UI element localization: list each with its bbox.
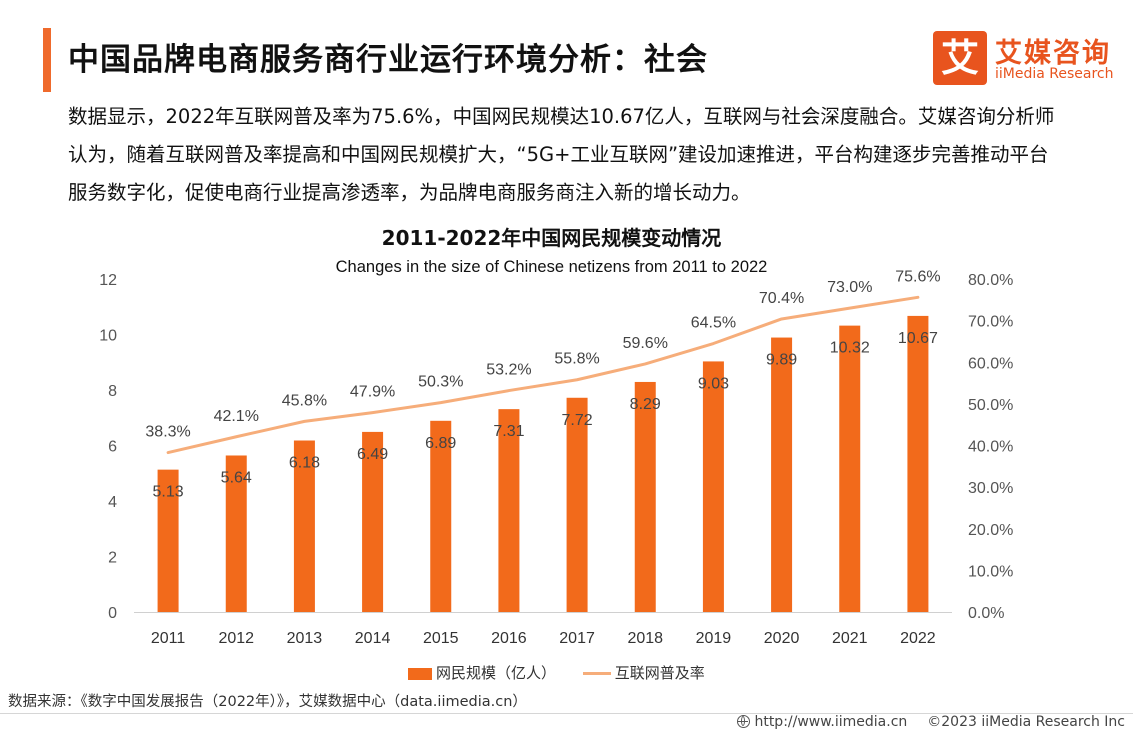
x-tick-label: 2017 (559, 630, 595, 647)
bar-data-label: 10.32 (830, 340, 870, 357)
bar (362, 431, 384, 612)
line-data-label: 42.1% (214, 408, 259, 425)
x-tick-label: 2014 (355, 630, 391, 647)
y-left-tick-label: 2 (108, 550, 117, 567)
y-left-tick-label: 6 (108, 439, 117, 456)
x-tick-label: 2018 (627, 630, 663, 647)
y-right-tick-label: 60.0% (968, 355, 1013, 372)
legend-line-label: 互联网普及率 (614, 664, 705, 682)
bar (771, 337, 793, 612)
line-data-label: 53.2% (486, 362, 531, 379)
line-data-label: 59.6% (623, 335, 668, 352)
bar-data-label: 7.72 (562, 412, 593, 429)
footer-url[interactable]: http://www.iimedia.cn (754, 714, 908, 730)
footer: http://www.iimedia.cn ©2023 iiMedia Resea… (717, 714, 1125, 730)
y-right-tick-label: 70.0% (968, 314, 1013, 331)
bar (225, 455, 247, 612)
bar (634, 381, 656, 612)
chart-legend: 网民规模（亿人） 互联网普及率 (408, 662, 727, 684)
bar (907, 315, 929, 612)
x-tick-label: 2022 (900, 630, 936, 647)
y-right-tick-label: 20.0% (968, 522, 1013, 539)
bar-data-label: 10.67 (898, 330, 938, 347)
y-right-tick-label: 30.0% (968, 480, 1013, 497)
bar-data-label: 8.29 (630, 396, 661, 413)
data-source: 数据来源：《数字中国发展报告（2022年）》，艾媒数据中心（data.iimed… (8, 694, 527, 710)
y-left-tick-label: 8 (108, 383, 117, 400)
y-right-tick-label: 40.0% (968, 439, 1013, 456)
legend-bar-swatch (408, 667, 432, 680)
y-left-tick-label: 4 (108, 494, 117, 511)
bar (293, 440, 315, 612)
bar (839, 325, 861, 612)
x-tick-label: 2012 (218, 630, 254, 647)
bar-data-label: 6.18 (289, 455, 320, 472)
legend-line-swatch (582, 672, 611, 675)
line-data-label: 64.5% (691, 315, 736, 332)
footer-copyright: ©2023 iiMedia Research Inc (927, 714, 1125, 730)
x-tick-label: 2020 (764, 630, 800, 647)
bar-data-label: 5.13 (153, 484, 184, 501)
line-data-label: 50.3% (418, 374, 463, 391)
penetration-rate-line (166, 295, 920, 455)
y-right-tick-label: 50.0% (968, 397, 1013, 414)
logo-en-text: iiMedia Research (995, 66, 1114, 82)
bar-data-label: 9.89 (766, 352, 797, 369)
x-tick-label: 2011 (151, 630, 186, 647)
bar (498, 409, 520, 612)
line-data-label: 47.9% (350, 384, 395, 401)
logo-cn-text: 艾媒咨询 (995, 38, 1111, 69)
intro-paragraph: 数据显示，2022年互联网普及率为75.6%，中国网民规模达10.67亿人，互联… (68, 105, 1055, 204)
line-data-label: 55.8% (554, 351, 599, 368)
line-data-label: 45.8% (282, 392, 327, 409)
legend-item-bar: 网民规模（亿人） (408, 662, 556, 683)
bar (157, 469, 179, 612)
y-right-tick-label: 0.0% (968, 605, 1004, 622)
y-right-tick-label: 10.0% (968, 563, 1013, 580)
legend-item-line: 互联网普及率 (582, 662, 705, 683)
line-data-label: 38.3% (145, 424, 190, 441)
legend-bar-label: 网民规模（亿人） (436, 664, 557, 682)
bar (566, 397, 588, 612)
x-tick-label: 2013 (287, 630, 323, 647)
line-data-label: 73.0% (827, 279, 872, 296)
line-data-label: 70.4% (759, 290, 804, 307)
chart-subtitle: Changes in the size of Chinese netizens … (335, 258, 768, 276)
bar-data-label: 6.89 (425, 435, 456, 452)
globe-icon (737, 715, 751, 728)
x-tick-label: 2021 (832, 630, 868, 647)
bar-data-label: 7.31 (493, 423, 524, 440)
chart-title: 2011-2022年中国网民规模变动情况 (381, 226, 722, 250)
bar-data-label: 9.03 (698, 375, 729, 392)
bar (702, 361, 724, 612)
x-tick-label: 2015 (423, 630, 459, 647)
bar-data-label: 5.64 (221, 469, 252, 486)
x-tick-label: 2016 (491, 630, 527, 647)
y-left-tick-label: 12 (99, 272, 117, 289)
bar-data-label: 6.49 (357, 446, 388, 463)
line-data-label: 75.6% (895, 268, 940, 285)
logo-mark: 艾 (933, 31, 987, 85)
title-accent-bar (43, 28, 51, 92)
footer-divider (0, 713, 1133, 714)
y-left-tick-label: 0 (108, 605, 117, 622)
bar (430, 420, 452, 612)
y-right-tick-label: 80.0% (968, 272, 1013, 289)
page-title: 中国品牌电商服务商行业运行环境分析：社会 (68, 42, 708, 78)
iimedia-logo: 艾 艾媒咨询 iiMedia Research (933, 31, 1118, 87)
y-left-tick-label: 10 (99, 328, 117, 345)
x-tick-label: 2019 (696, 630, 732, 647)
